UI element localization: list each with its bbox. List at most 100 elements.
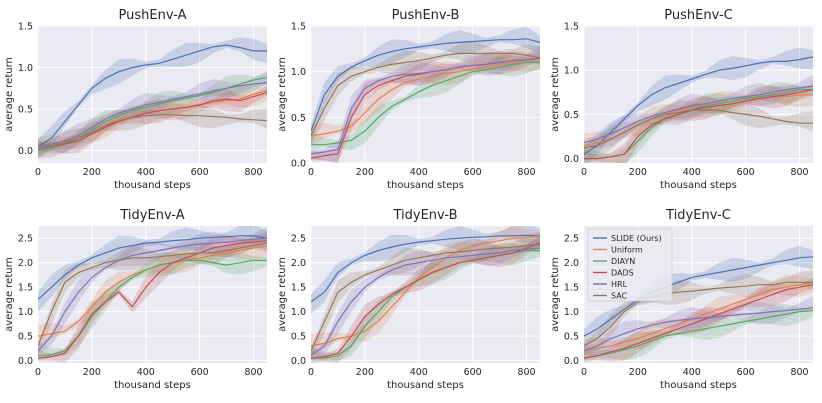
band-slide-ours- — [311, 226, 540, 315]
band-dads — [584, 82, 813, 163]
band-dads — [584, 277, 813, 362]
series-group — [38, 37, 267, 159]
line-hrl — [584, 85, 813, 144]
chart-title: PushEnv-C — [664, 8, 732, 23]
band-sac — [584, 270, 813, 355]
y-tick-label: 1.5 — [18, 22, 33, 33]
line-sac — [38, 242, 267, 347]
x-tick-label: 0 — [35, 167, 41, 178]
x-tick-label: 0 — [581, 367, 587, 378]
legend-entry: SLIDE (Ours) — [611, 234, 662, 243]
y-axis-label: average return — [277, 257, 288, 332]
x-tick-label: 400 — [410, 167, 428, 178]
x-tick-label: 800 — [790, 367, 808, 378]
line-diayn — [311, 61, 540, 146]
x-tick-label: 600 — [191, 167, 209, 178]
y-tick-label: 0.0 — [18, 356, 33, 367]
x-tick-label: 600 — [737, 167, 755, 178]
y-tick-label: 0.5 — [291, 113, 306, 124]
x-tick-label: 0 — [581, 167, 587, 178]
line-uniform — [311, 235, 540, 347]
panel-pushenv-b: 0 200 400 600 800 0.0 0.5 1.0 1.5 PushEnv-B thousa… — [277, 8, 540, 191]
y-tick-label: 1.5 — [291, 283, 306, 294]
y-tick-label: 2.5 — [18, 234, 33, 245]
x-axis-label: thousand steps — [114, 380, 191, 391]
plot-area — [311, 226, 540, 363]
y-axis-label: average return — [277, 57, 288, 132]
line-slide-ours- — [38, 44, 267, 147]
chart-title: TidyEnv-A — [119, 208, 184, 223]
line-sac — [584, 281, 813, 347]
chart-title: PushEnv-B — [392, 8, 460, 23]
line-diayn — [584, 310, 813, 359]
line-hrl — [311, 247, 540, 357]
band-hrl — [584, 296, 813, 356]
band-diayn — [38, 252, 267, 362]
y-tick-label: 0.5 — [18, 332, 33, 343]
y-tick-label: 0.5 — [291, 332, 306, 343]
plot-area — [38, 26, 267, 163]
line-hrl — [311, 57, 540, 155]
line-slide-ours- — [311, 38, 540, 132]
series-group — [311, 26, 540, 163]
x-tick-label: 400 — [137, 167, 155, 178]
legend-entry: SAC — [611, 292, 628, 301]
y-axis-label: average return — [4, 57, 15, 132]
band-uniform — [38, 85, 267, 159]
x-tick-label: 800 — [517, 167, 535, 178]
line-slide-ours- — [311, 234, 540, 303]
x-tick-label: 800 — [790, 167, 808, 178]
x-tick-label: 400 — [137, 367, 155, 378]
x-tick-label: 200 — [83, 367, 101, 378]
band-dads — [311, 235, 540, 363]
series-group — [38, 226, 267, 363]
y-tick-label: 2.5 — [564, 234, 579, 245]
y-tick-label: 0.5 — [564, 332, 579, 343]
line-hrl — [38, 81, 267, 147]
band-hrl — [584, 74, 813, 149]
line-dads — [311, 242, 540, 359]
y-tick-label: 1.0 — [18, 307, 33, 318]
y-tick-label: 2.5 — [291, 234, 306, 245]
band-hrl — [38, 226, 267, 355]
line-sac — [38, 114, 267, 150]
band-sac — [311, 41, 540, 145]
x-tick-label: 400 — [410, 367, 428, 378]
line-slide-ours- — [584, 56, 813, 155]
line-sac — [311, 243, 540, 352]
band-uniform — [584, 84, 813, 156]
line-slide-ours- — [584, 256, 813, 337]
band-uniform — [38, 238, 267, 347]
line-dads — [584, 89, 813, 160]
series-group — [584, 47, 813, 163]
line-uniform — [311, 57, 540, 137]
line-hrl — [584, 307, 813, 352]
x-tick-label: 800 — [517, 367, 535, 378]
legend: SLIDE (Ours) Uniform DIAYN DADS HRL SAC — [587, 228, 673, 302]
band-slide-ours- — [584, 245, 813, 349]
chart-title: TidyEnv-B — [392, 208, 457, 223]
x-tick-label: 800 — [244, 367, 262, 378]
panel-tidyenv-c: 0 200 400 600 800 0.0 0.5 1.0 1.5 2.0 2.5 TidyEnv-C… — [550, 208, 813, 391]
line-slide-ours- — [38, 235, 267, 300]
x-tick-label: 600 — [191, 367, 209, 378]
x-tick-label: 200 — [356, 367, 374, 378]
band-diayn — [38, 74, 267, 156]
panel-tidyenv-a: 0 200 400 600 800 0.0 0.5 1.0 1.5 2.0 2.5 TidyEnv-A… — [4, 208, 267, 391]
y-axis-label: average return — [550, 57, 561, 132]
y-tick-label: 0.0 — [564, 154, 579, 165]
series-group — [311, 226, 540, 363]
y-tick-label: 1.0 — [564, 307, 579, 318]
line-sac — [584, 109, 813, 149]
x-tick-label: 400 — [683, 367, 701, 378]
y-tick-label: 0.0 — [18, 146, 33, 157]
y-tick-label: 1.0 — [18, 63, 33, 74]
y-tick-label: 1.0 — [291, 67, 306, 78]
line-dads — [38, 91, 267, 150]
x-tick-label: 200 — [356, 167, 374, 178]
x-axis-label: thousand steps — [114, 180, 191, 191]
line-hrl — [38, 237, 267, 352]
band-sac — [38, 103, 267, 158]
band-diayn — [584, 82, 813, 163]
